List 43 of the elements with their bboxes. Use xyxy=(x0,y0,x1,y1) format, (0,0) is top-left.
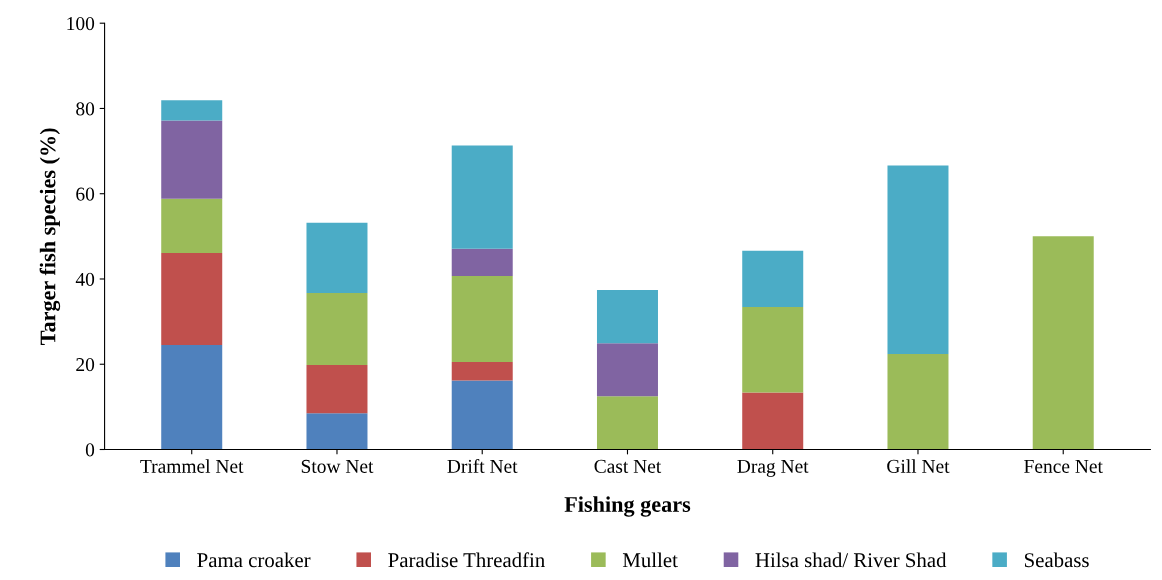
bar xyxy=(742,250,804,308)
y-tick-label: 60 xyxy=(76,187,95,201)
bar xyxy=(161,252,223,346)
legend-label: Pama croaker xyxy=(197,552,311,568)
bar xyxy=(887,354,949,450)
bar xyxy=(1032,236,1094,450)
bar xyxy=(306,365,368,414)
x-tick-label: Trammel Net xyxy=(140,459,244,473)
x-tick-label: Cast Net xyxy=(594,459,662,473)
bar xyxy=(451,362,513,381)
bar xyxy=(161,345,223,450)
bar xyxy=(887,165,949,355)
bar xyxy=(161,198,223,253)
bar xyxy=(306,413,368,450)
x-tick-label: Stow Net xyxy=(301,459,374,473)
y-tick-label: 100 xyxy=(67,17,95,31)
y-tick-label: 80 xyxy=(76,102,95,116)
y-tick-label: 40 xyxy=(75,272,95,286)
legend-label: Seabass xyxy=(1024,552,1089,568)
bar xyxy=(161,100,223,121)
bar xyxy=(451,276,513,363)
y-tick-label: 20 xyxy=(76,358,95,372)
x-tick-label: Fence Net xyxy=(1024,459,1103,473)
bar xyxy=(306,293,368,366)
x-tick-label: Drift Net xyxy=(447,459,518,473)
legend-label: Mullet xyxy=(622,552,678,568)
y-axis-title: Targer fish species (%) xyxy=(39,128,61,345)
x-axis-title: Fishing gears xyxy=(564,496,691,517)
bar xyxy=(596,396,658,450)
y-tick-label: 0 xyxy=(85,443,95,457)
bar xyxy=(451,248,513,276)
bar xyxy=(451,145,513,249)
bar xyxy=(596,290,658,344)
bar xyxy=(306,222,368,294)
x-tick-label: Drag Net xyxy=(737,459,809,477)
legend-label: Hilsa shad/ River Shad xyxy=(755,552,947,568)
bar xyxy=(596,343,658,397)
x-tick-label: Gill Net xyxy=(887,459,950,473)
bar xyxy=(451,380,513,450)
bar xyxy=(742,307,804,393)
bar xyxy=(161,120,223,199)
legend-label: Paradise Threadfin xyxy=(388,552,545,568)
bar xyxy=(742,392,804,450)
